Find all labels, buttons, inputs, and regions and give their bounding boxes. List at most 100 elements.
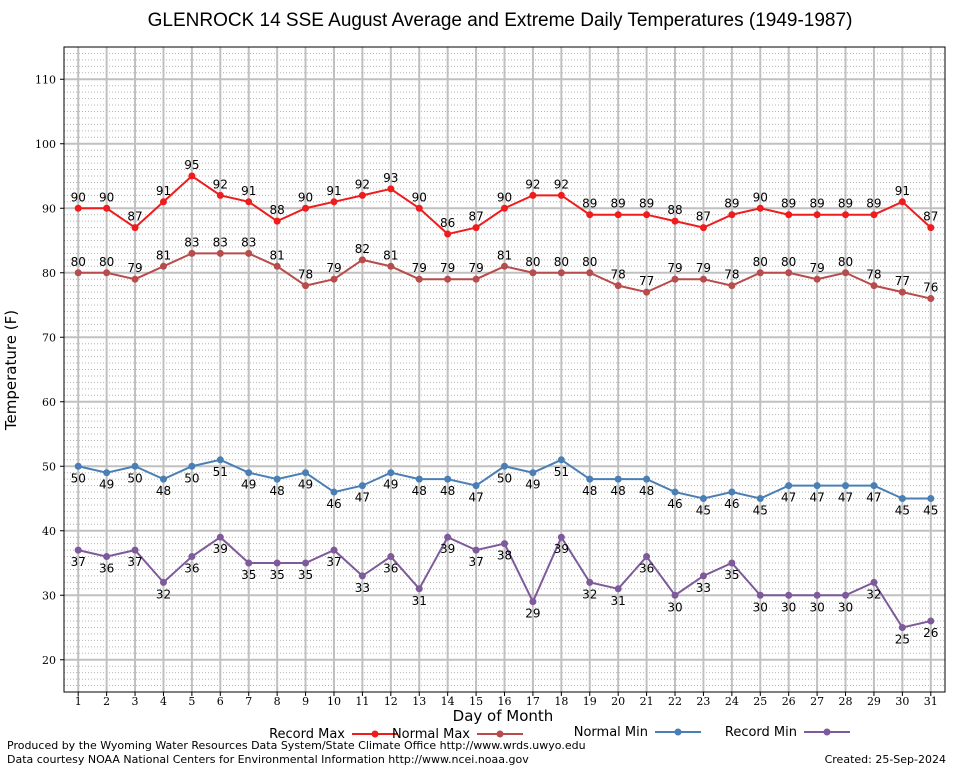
normal-max-point xyxy=(245,249,253,257)
normal-min-point xyxy=(898,495,906,502)
y-tick-label: 60 xyxy=(42,396,56,409)
record-max-data-label: 90 xyxy=(71,190,86,204)
normal-min-data-label: 47 xyxy=(355,491,370,505)
normal-max-data-label: 81 xyxy=(497,248,512,262)
normal-max-point xyxy=(216,249,224,257)
record-min-point xyxy=(358,572,366,580)
normal-min-point xyxy=(472,482,480,490)
normal-max-point xyxy=(898,288,906,296)
record-min-point xyxy=(529,598,537,606)
record-min-point xyxy=(74,546,82,554)
record-max-point xyxy=(842,211,850,219)
normal-min-data-label: 48 xyxy=(270,484,285,498)
normal-max-point xyxy=(74,269,82,277)
y-tick-label: 100 xyxy=(35,138,56,151)
record-max-point xyxy=(131,224,139,232)
record-max-data-label: 87 xyxy=(696,210,711,224)
record-min-data-label: 36 xyxy=(383,562,398,576)
x-tick-label: 13 xyxy=(412,695,426,708)
record-max-point xyxy=(643,211,651,219)
normal-max-point xyxy=(728,282,736,290)
normal-min-point xyxy=(614,475,622,483)
record-max-point xyxy=(273,217,281,225)
record-max-point xyxy=(529,191,537,199)
normal-max-data-label: 81 xyxy=(156,248,171,262)
normal-max-data-label: 83 xyxy=(241,235,256,249)
record-max-point xyxy=(188,172,196,180)
legend-marker-record-max xyxy=(371,730,379,738)
normal-max-data-label: 78 xyxy=(611,268,626,282)
normal-max-data-label: 80 xyxy=(781,255,796,269)
x-tick-label: 7 xyxy=(245,695,252,708)
y-tick-label: 50 xyxy=(42,460,56,473)
legend: Record Max Normal Max Normal Min Record Min xyxy=(269,725,850,742)
normal-max-point xyxy=(529,269,537,277)
normal-min-point xyxy=(870,482,878,490)
series-normal-min: 50 49 50 48 50 51 49 48 49 46 47 49 48 48 47 50 49 51 48 48… xyxy=(71,456,938,518)
normal-min-point xyxy=(159,475,167,483)
legend-label-record-min: Record Min xyxy=(725,725,797,740)
y-tick-label: 80 xyxy=(42,267,56,280)
record-min-data-label: 35 xyxy=(241,568,256,582)
record-min-point xyxy=(699,572,707,580)
record-min-data-label: 30 xyxy=(809,600,824,614)
record-min-data-label: 38 xyxy=(497,549,512,563)
record-max-data-label: 87 xyxy=(127,210,142,224)
normal-min-data-label: 50 xyxy=(184,471,199,485)
normal-max-data-label: 79 xyxy=(696,261,711,275)
x-tick-label: 6 xyxy=(217,695,224,708)
normal-max-data-label: 78 xyxy=(724,268,739,282)
normal-min-point xyxy=(529,469,537,477)
x-tick-label: 30 xyxy=(895,695,909,708)
normal-min-data-label: 48 xyxy=(440,484,455,498)
normal-max-point xyxy=(699,275,707,283)
normal-max-point xyxy=(330,275,338,283)
normal-max-data-label: 81 xyxy=(270,248,285,262)
normal-min-point xyxy=(330,488,338,496)
x-tick-label: 4 xyxy=(160,695,167,708)
legend-marker-normal-min xyxy=(674,728,682,736)
normal-max-point xyxy=(586,269,594,277)
record-max-point xyxy=(557,191,565,199)
normal-max-data-label: 79 xyxy=(326,261,341,275)
record-min-data-label: 39 xyxy=(554,542,569,556)
record-max-point xyxy=(216,191,224,199)
record-min-data-label: 32 xyxy=(866,587,881,601)
record-min-point xyxy=(898,624,906,631)
legend-label-normal-max: Normal Max xyxy=(392,727,470,742)
normal-min-point xyxy=(557,456,565,464)
record-max-data-label: 89 xyxy=(781,197,796,211)
normal-max-point xyxy=(358,256,366,264)
normal-max-data-label: 80 xyxy=(525,255,540,269)
normal-max-point xyxy=(159,262,167,270)
normal-max-data-label: 77 xyxy=(895,274,910,288)
normal-min-point xyxy=(302,469,310,477)
record-max-data-label: 91 xyxy=(156,184,171,198)
normal-min-data-label: 46 xyxy=(326,497,341,511)
normal-max-point xyxy=(842,269,850,277)
normal-min-data-label: 48 xyxy=(156,484,171,498)
normal-max-point xyxy=(444,275,452,283)
normal-max-point xyxy=(302,282,310,290)
record-max-point xyxy=(813,211,821,219)
record-min-data-label: 30 xyxy=(838,600,853,614)
normal-max-point xyxy=(671,275,679,283)
normal-min-data-label: 47 xyxy=(866,491,881,505)
normal-max-data-label: 79 xyxy=(809,261,824,275)
record-min-point xyxy=(643,553,651,561)
normal-min-data-label: 49 xyxy=(383,478,398,492)
record-min-point xyxy=(188,553,196,561)
record-max-point xyxy=(785,211,793,219)
normal-max-point xyxy=(557,269,565,277)
record-min-point xyxy=(330,546,338,554)
normal-min-point xyxy=(756,495,764,502)
legend-marker-normal-max xyxy=(496,730,504,738)
record-max-data-label: 93 xyxy=(383,171,398,185)
record-max-data-label: 95 xyxy=(184,158,199,172)
normal-max-point xyxy=(501,262,508,270)
series-record-min: 37 36 37 32 36 39 35 35 35 37 33 36 31 39 37 38 29 39 32 31… xyxy=(71,533,938,647)
chart-title: GLENROCK 14 SSE August Average and Extre… xyxy=(148,10,853,31)
normal-max-point xyxy=(614,282,622,290)
